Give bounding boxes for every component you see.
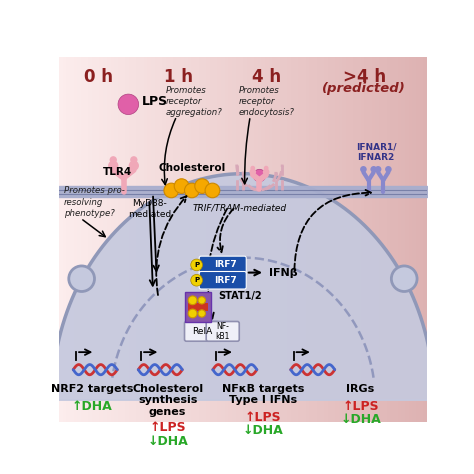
Text: ↑DHA: ↑DHA [72, 400, 113, 412]
Text: TLR4: TLR4 [103, 167, 133, 177]
Text: IRGs: IRGs [346, 384, 374, 394]
Text: NF-
kB1: NF- kB1 [216, 322, 230, 341]
Circle shape [250, 166, 255, 171]
Circle shape [191, 259, 202, 271]
Text: ↓DHA: ↓DHA [340, 413, 381, 426]
Text: IFNAR1/
IFNAR2: IFNAR1/ IFNAR2 [356, 143, 396, 162]
FancyBboxPatch shape [206, 321, 239, 341]
Text: ↑LPS: ↑LPS [245, 410, 282, 424]
Circle shape [109, 156, 117, 164]
Circle shape [385, 166, 392, 173]
Text: NRF2 targets: NRF2 targets [51, 384, 134, 394]
Text: NFκB targets
Type I IFNs: NFκB targets Type I IFNs [222, 384, 304, 405]
Bar [188, 303, 209, 307]
Text: Cholesterol: Cholesterol [159, 164, 226, 173]
Text: MyD88-
mediated: MyD88- mediated [128, 199, 171, 219]
FancyBboxPatch shape [199, 256, 246, 273]
Circle shape [164, 183, 179, 198]
Circle shape [392, 266, 417, 292]
Circle shape [188, 296, 197, 305]
Text: IRF7: IRF7 [214, 276, 237, 285]
Circle shape [118, 94, 138, 115]
Circle shape [195, 179, 210, 193]
Circle shape [191, 274, 202, 286]
Text: RelA: RelA [191, 327, 212, 336]
Text: ↑LPS: ↑LPS [149, 421, 186, 435]
Text: LPS: LPS [142, 95, 168, 108]
Circle shape [108, 161, 118, 171]
Text: ↓DHA: ↓DHA [243, 424, 283, 437]
Polygon shape [52, 173, 434, 400]
Circle shape [205, 183, 220, 198]
Text: >4 h: >4 h [343, 68, 386, 86]
Text: Cholesterol
synthesis
genes: Cholesterol synthesis genes [132, 384, 203, 417]
FancyBboxPatch shape [199, 272, 246, 289]
Bar [188, 307, 209, 311]
Text: STAT1/2: STAT1/2 [219, 291, 262, 301]
Circle shape [253, 169, 266, 182]
Text: IRF7: IRF7 [214, 260, 237, 269]
Bar [185, 292, 211, 322]
Circle shape [263, 169, 270, 175]
Text: P: P [194, 277, 199, 283]
Text: 0 h: 0 h [84, 68, 113, 86]
Circle shape [130, 156, 137, 164]
Text: Promotes
receptor
aggregation?: Promotes receptor aggregation? [166, 86, 223, 117]
Circle shape [174, 179, 189, 193]
Circle shape [370, 166, 377, 173]
Text: ↓DHA: ↓DHA [147, 435, 188, 447]
FancyBboxPatch shape [184, 321, 219, 341]
Text: 4 h: 4 h [252, 68, 282, 86]
Circle shape [249, 169, 256, 175]
Circle shape [128, 161, 139, 171]
Text: 1 h: 1 h [164, 68, 193, 86]
Text: IFNβ: IFNβ [269, 268, 298, 278]
Circle shape [184, 183, 199, 198]
Text: (predicted): (predicted) [322, 82, 406, 95]
Text: ↑LPS: ↑LPS [342, 400, 379, 412]
Circle shape [69, 266, 94, 292]
Text: Promotes
receptor
endocytosis?: Promotes receptor endocytosis? [238, 86, 294, 117]
Circle shape [375, 166, 382, 173]
Circle shape [264, 166, 269, 171]
Text: P: P [194, 262, 199, 268]
Circle shape [198, 310, 205, 317]
Circle shape [188, 309, 197, 318]
Circle shape [360, 166, 367, 173]
Text: TRIF/TRAM-mediated: TRIF/TRAM-mediated [192, 204, 286, 213]
Circle shape [198, 297, 205, 304]
Text: Promotes pro-
resolving
phenotype?: Promotes pro- resolving phenotype? [64, 186, 125, 218]
